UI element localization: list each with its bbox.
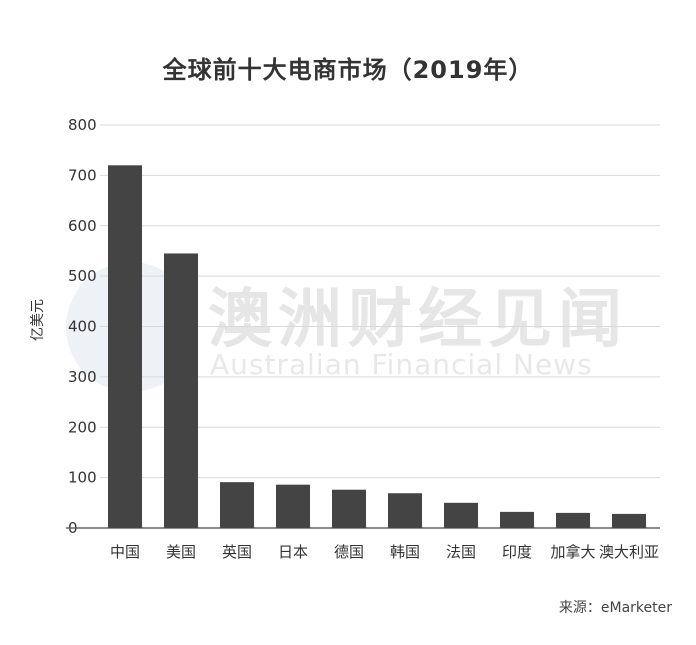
y-tick-label: 600	[68, 217, 97, 235]
bar	[108, 165, 142, 529]
x-tick-label: 中国	[110, 543, 140, 561]
bar	[332, 489, 366, 528]
x-tick-label: 韩国	[390, 543, 420, 561]
bar	[500, 511, 534, 528]
x-tick-label: 印度	[502, 543, 532, 561]
bar	[444, 502, 478, 528]
y-tick-label: 100	[68, 469, 97, 487]
x-tick-label: 法国	[446, 543, 476, 561]
x-tick-label: 美国	[166, 543, 196, 561]
watermark-english-text: Australian Financial News	[210, 348, 593, 381]
x-tick-label: 德国	[334, 543, 364, 561]
x-tick-label: 澳大利亚	[599, 543, 659, 561]
x-tick-label: 英国	[222, 543, 252, 561]
y-tick-label: 400	[68, 318, 97, 336]
x-tick-label: 加拿大	[550, 543, 595, 561]
watermark-chinese-text: 澳洲财经见闻	[208, 283, 628, 357]
source-note: 来源：eMarketer	[558, 600, 672, 616]
y-axis-label: 亿美元	[30, 299, 46, 341]
bar	[220, 482, 254, 528]
x-tick-label: 日本	[278, 543, 308, 561]
y-tick-label: 300	[68, 368, 97, 386]
y-tick-label: 500	[68, 267, 97, 285]
bar	[612, 513, 646, 528]
chart-title: 全球前十大电商市场（2019年）	[162, 56, 534, 84]
y-tick-label: 200	[68, 418, 97, 436]
bar	[388, 493, 422, 528]
y-tick-label: 700	[68, 166, 97, 184]
y-tick-label: 800	[68, 116, 97, 134]
bar	[276, 484, 310, 528]
bar	[164, 253, 198, 529]
bar	[556, 512, 590, 528]
